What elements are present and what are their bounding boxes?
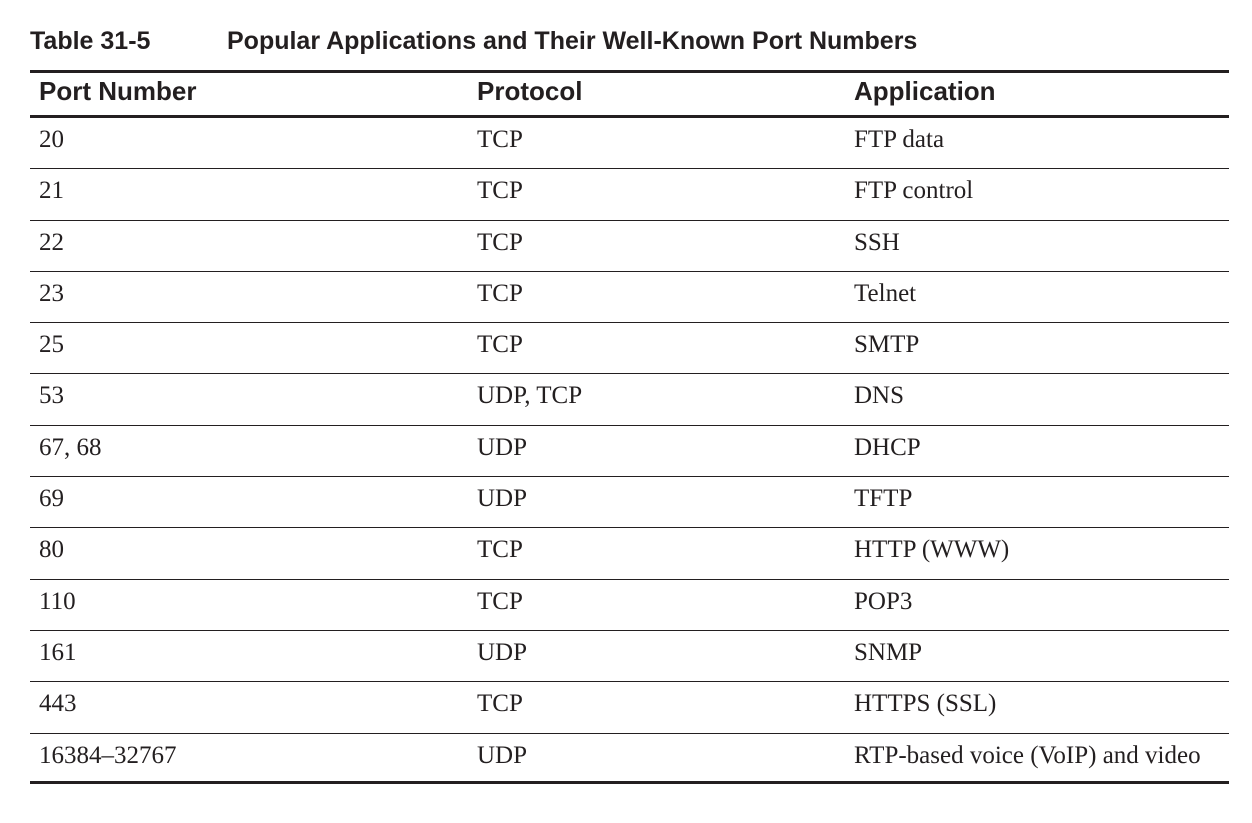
port-number-cell: 16384–32767 xyxy=(39,741,177,769)
port-number-cell: 25 xyxy=(39,331,64,359)
table-row: 23 TCP Telnet xyxy=(30,272,1229,324)
table-row: 20 TCP FTP data xyxy=(30,118,1229,170)
port-number-cell: 80 xyxy=(39,536,64,564)
column-header-protocol: Protocol xyxy=(477,76,583,106)
protocol-cell: TCP xyxy=(477,228,523,256)
table-top-rule xyxy=(30,70,1229,73)
protocol-cell: TCP xyxy=(477,587,523,615)
application-cell: SSH xyxy=(854,228,900,256)
protocol-cell: TCP xyxy=(477,331,523,359)
protocol-cell: TCP xyxy=(477,536,523,564)
table-caption: Table 31-5 Popular Applications and Their… xyxy=(30,24,917,58)
table-row: 16384–32767 UDP RTP-based voice (VoIP) and… xyxy=(30,734,1229,785)
application-cell: DNS xyxy=(854,382,905,410)
table-row: 67, 68 UDP DHCP xyxy=(30,426,1229,478)
port-number-cell: 67, 68 xyxy=(39,433,102,461)
application-cell: RTP-based voice (VoIP) and video xyxy=(854,741,1201,769)
protocol-cell: UDP xyxy=(477,741,528,769)
protocol-cell: TCP xyxy=(477,279,523,307)
port-number-cell: 443 xyxy=(39,690,77,718)
table-header-rule xyxy=(30,115,1229,118)
port-number-cell: 21 xyxy=(39,177,64,205)
application-cell: FTP data xyxy=(854,126,945,153)
table-row: 53 UDP, TCP DNS xyxy=(30,374,1229,426)
application-cell: POP3 xyxy=(854,587,913,615)
application-cell: HTTPS (SSL) xyxy=(854,690,997,718)
application-cell: TFTP xyxy=(854,485,913,513)
table-row: 80 TCP HTTP (WWW) xyxy=(30,528,1229,580)
port-number-cell: 20 xyxy=(39,126,64,153)
application-cell: DHCP xyxy=(854,433,921,461)
port-number-cell: 69 xyxy=(39,485,64,513)
port-number-cell: 110 xyxy=(39,587,76,615)
protocol-cell: UDP xyxy=(477,485,528,513)
table-row: 110 TCP POP3 xyxy=(30,580,1229,631)
table-title: Popular Applications and Their Well-Know… xyxy=(227,27,918,55)
port-number-cell: 22 xyxy=(39,228,64,256)
protocol-cell: UDP, TCP xyxy=(477,382,583,410)
table-bottom-rule xyxy=(30,781,1229,784)
table-header-row: Port Number Protocol Application xyxy=(30,73,1229,115)
table-body: 20 TCP FTP data 21 TCP FTP control 22 TCP SSH 23 T… xyxy=(30,118,1229,785)
application-cell: FTP control xyxy=(854,177,974,205)
application-cell: SNMP xyxy=(854,638,923,666)
protocol-cell: TCP xyxy=(477,177,523,205)
column-header-application: Application xyxy=(854,76,996,106)
table-row: 69 UDP TFTP xyxy=(30,477,1229,529)
table-row: 21 TCP FTP control xyxy=(30,169,1229,221)
table-row: 25 TCP SMTP xyxy=(30,323,1229,375)
protocol-cell: UDP xyxy=(477,638,528,666)
application-cell: Telnet xyxy=(854,279,917,307)
application-cell: SMTP xyxy=(854,331,920,359)
port-number-cell: 161 xyxy=(39,638,77,666)
table-number: Table 31-5 xyxy=(30,27,151,55)
protocol-cell: TCP xyxy=(477,126,523,153)
protocol-cell: UDP xyxy=(477,433,528,461)
application-cell: HTTP (WWW) xyxy=(854,536,1010,564)
port-number-cell: 23 xyxy=(39,279,64,307)
protocol-cell: TCP xyxy=(477,690,523,718)
table-row: 443 TCP HTTPS (SSL) xyxy=(30,682,1229,734)
table-row: 22 TCP SSH xyxy=(30,221,1229,272)
column-header-port-number: Port Number xyxy=(39,76,197,106)
port-number-cell: 53 xyxy=(39,382,64,410)
table-row: 161 UDP SNMP xyxy=(30,631,1229,683)
